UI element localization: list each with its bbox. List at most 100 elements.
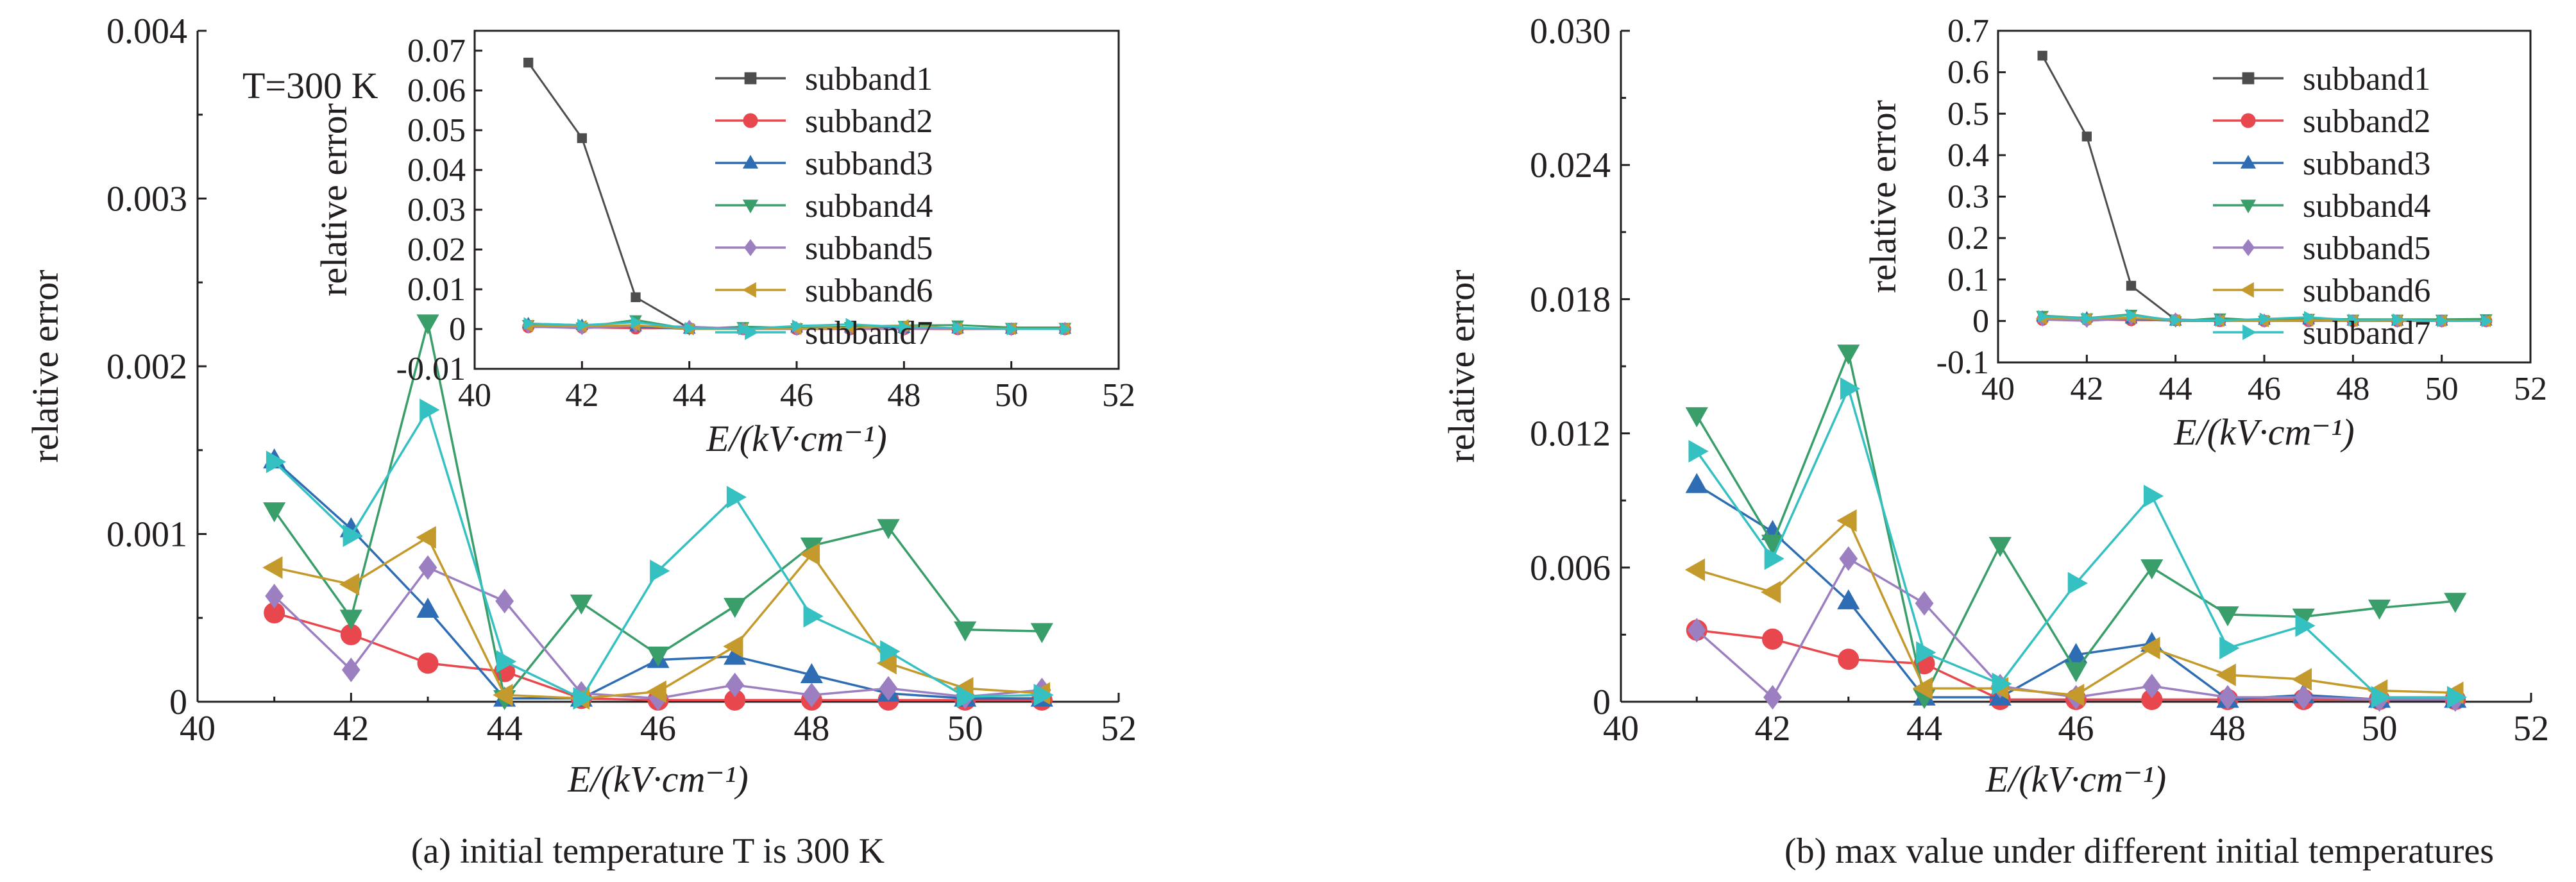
x-tick-label: 42 — [1755, 709, 1791, 749]
y-tick-label: 0.006 — [1530, 548, 1611, 588]
inset-data-point-subband1 — [2037, 51, 2047, 61]
legend-marker-subband7 — [2242, 324, 2257, 341]
data-point-subband4 — [339, 609, 362, 630]
data-point-subband4 — [2216, 606, 2239, 627]
legend-marker-subband6 — [2240, 282, 2254, 298]
data-point-subband4 — [263, 502, 286, 523]
legend-label: subband4 — [2303, 188, 2430, 225]
data-point-subband3 — [1837, 589, 1860, 609]
x-axis-title: E/(kV·cm⁻¹) — [1985, 758, 2166, 800]
data-point-subband7 — [1840, 377, 1861, 400]
inset-y-tick-label: 0.04 — [407, 152, 466, 189]
data-point-subband7 — [1688, 439, 1709, 463]
legend-marker-subband2 — [743, 113, 758, 128]
data-point-subband7 — [266, 450, 287, 473]
legend-label: subband6 — [805, 273, 933, 309]
inset-data-point-subband7 — [523, 317, 536, 330]
annotation-text: T=300 K — [242, 65, 378, 106]
data-point-subband2 — [1762, 628, 1783, 650]
y-tick-label: 0.030 — [1530, 12, 1611, 51]
legend-label: subband7 — [2303, 315, 2430, 352]
inset-y-tick-label: 0 — [449, 311, 466, 348]
data-point-subband7 — [1033, 683, 1054, 707]
inset-data-point-subband7 — [2437, 314, 2449, 328]
panel-b: 40 42 44 46 48 50 52 0 0.006 0.012 0.018 0.024 0.030… — [1441, 12, 2549, 871]
x-tick-label: 48 — [793, 709, 829, 749]
y-tick-label: 0 — [169, 683, 187, 722]
data-point-subband4 — [1685, 407, 1708, 428]
data-point-subband6 — [799, 543, 820, 566]
legend-marker-subband7 — [745, 324, 759, 341]
inset-x-tick-label: 40 — [458, 377, 491, 414]
data-point-subband3 — [724, 644, 747, 665]
legend-label: subband5 — [805, 230, 933, 267]
data-point-subband4 — [954, 621, 977, 641]
caption: (b) max value under different initial te… — [1784, 831, 2494, 871]
data-point-subband4 — [2444, 593, 2467, 613]
data-point-subband5 — [1915, 591, 1934, 616]
x-tick-label: 40 — [180, 709, 216, 749]
inset-x-tick-label: 44 — [673, 377, 706, 414]
x-tick-label: 50 — [947, 709, 983, 749]
inset-data-point-subband1 — [523, 57, 534, 68]
data-point-subband6 — [646, 680, 666, 703]
data-point-subband7 — [2295, 614, 2316, 638]
inset-y-tick-label: 0.3 — [1947, 179, 1989, 216]
x-tick-label: 40 — [1603, 709, 1639, 749]
y-axis-title: relative error — [24, 269, 66, 462]
data-point-subband4 — [570, 594, 593, 615]
inset-data-point-subband7 — [2348, 314, 2360, 327]
data-point-subband5 — [2218, 684, 2237, 710]
legend-label: subband1 — [2303, 61, 2430, 98]
data-point-subband6 — [1761, 581, 1781, 604]
inset-x-tick-label: 42 — [565, 377, 598, 414]
legend-label: subband2 — [2303, 103, 2430, 140]
inset-x-tick-label: 46 — [2248, 371, 2281, 407]
inset-data-point-subband7 — [577, 318, 589, 332]
data-point-subband6 — [2216, 663, 2236, 686]
inset-x-tick-label: 52 — [1102, 377, 1135, 414]
caption: (a) initial temperature T is 300 K — [411, 831, 885, 871]
inset-x-tick-label: 50 — [995, 377, 1028, 414]
inset-y-axis-title: relative error — [1862, 100, 1904, 293]
legend-label: subband3 — [805, 146, 933, 182]
legend-marker-subband4 — [742, 199, 759, 214]
data-point-subband7 — [1916, 641, 1936, 664]
data-point-subband5 — [265, 584, 284, 609]
data-point-subband6 — [1836, 509, 1857, 532]
data-point-subband4 — [724, 598, 747, 618]
data-point-subband3 — [1685, 473, 1708, 493]
legend-label: subband3 — [2303, 146, 2430, 182]
data-point-subband4 — [416, 314, 439, 335]
inset-x-tick-label: 40 — [1981, 371, 2015, 407]
data-point-subband7 — [2067, 572, 2088, 595]
y-tick-label: 0.004 — [106, 12, 187, 51]
legend-label: subband4 — [805, 188, 933, 225]
data-point-subband4 — [1030, 623, 1053, 643]
inset-y-tick-label: 0.5 — [1947, 96, 1989, 132]
inset-data-point-subband7 — [2215, 314, 2227, 327]
data-point-subband7 — [573, 687, 593, 710]
inset-y-tick-label: -0.01 — [396, 351, 466, 387]
data-point-subband6 — [2291, 668, 2312, 691]
legend-marker-subband4 — [2240, 199, 2257, 214]
data-point-subband6 — [876, 652, 897, 675]
y-tick-label: 0.024 — [1530, 146, 1611, 185]
data-point-subband5 — [802, 683, 821, 708]
inset-data-point-subband7 — [1006, 323, 1019, 335]
data-point-subband5 — [1839, 546, 1858, 572]
data-point-subband5 — [1763, 684, 1782, 710]
data-point-subband7 — [1992, 672, 2012, 695]
legend-marker-subband3 — [2240, 155, 2257, 169]
inset-x-tick-label: 48 — [2336, 371, 2369, 407]
y-tick-label: 0.002 — [106, 347, 187, 387]
data-point-subband4 — [2140, 559, 2164, 580]
inset-data-point-subband1 — [2081, 131, 2092, 142]
inset-data-point-subband7 — [2393, 313, 2404, 327]
legend-marker-subband3 — [742, 155, 759, 169]
inset-y-tick-label: -0.1 — [1936, 344, 1989, 381]
legend-label: subband7 — [805, 315, 933, 352]
inset-x-tick-label: 50 — [2425, 371, 2459, 407]
y-tick-label: 0.003 — [106, 180, 187, 219]
